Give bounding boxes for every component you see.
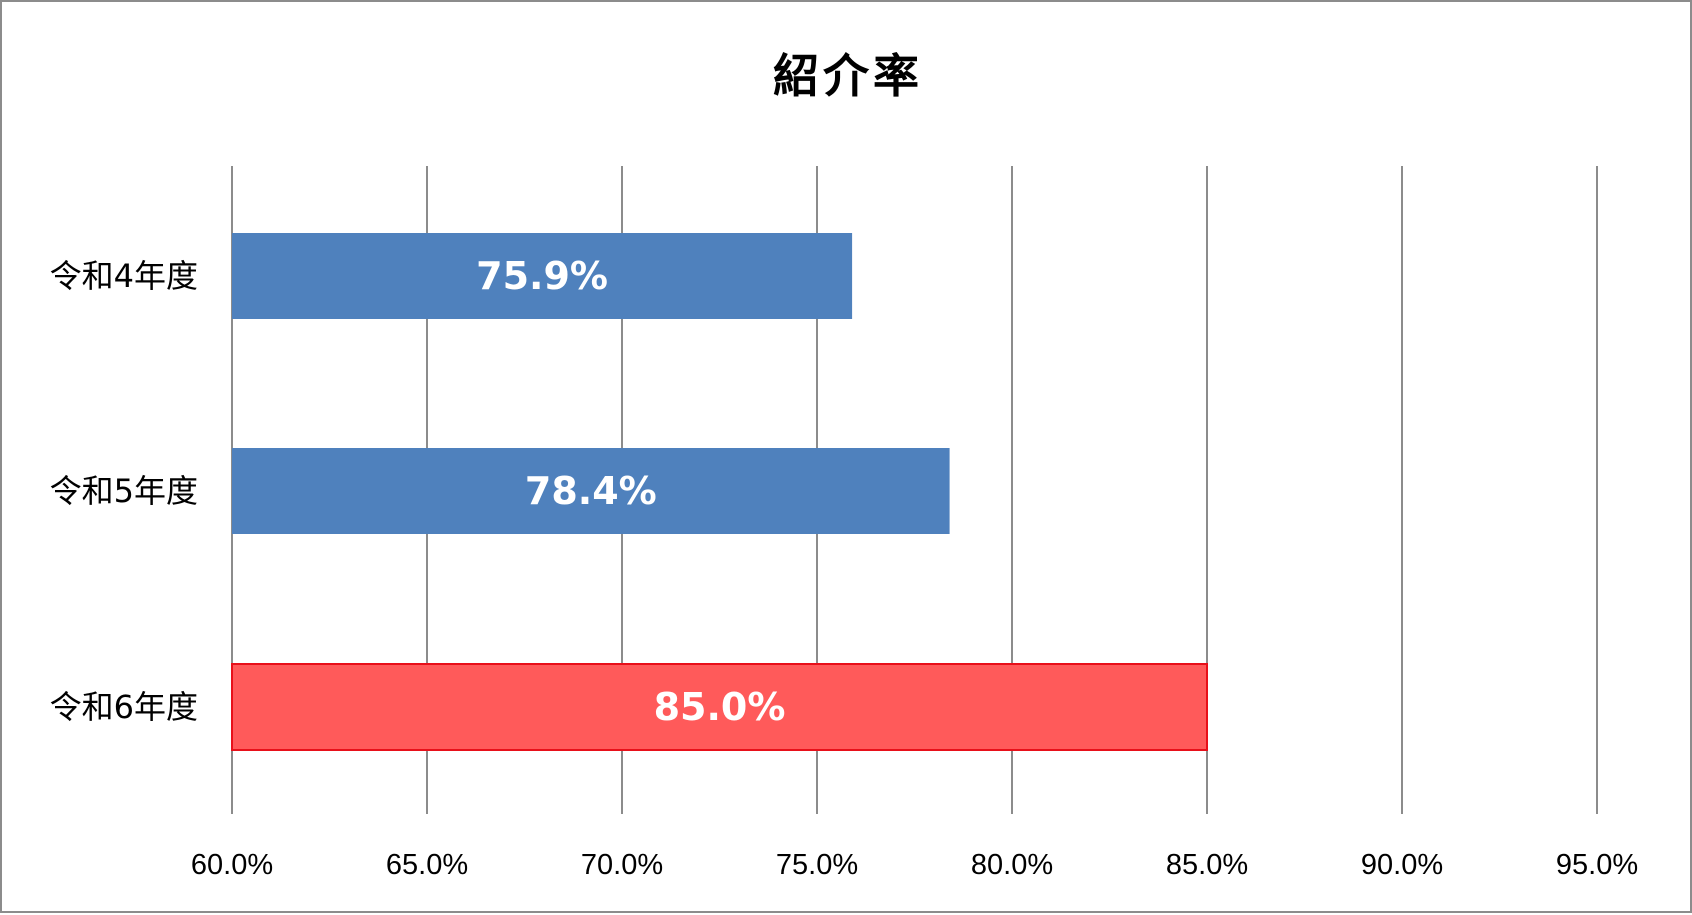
x-tick-label-3: 75.0%: [776, 849, 858, 881]
x-tick-label-4: 80.0%: [971, 849, 1053, 881]
x-tick-label-0: 60.0%: [191, 849, 273, 881]
x-tick-label-2: 70.0%: [581, 849, 663, 881]
bar-1: [232, 448, 950, 534]
category-label-1: 令和5年度: [50, 472, 198, 510]
x-tick-label-1: 65.0%: [386, 849, 468, 881]
data-label-1: 78.4%: [525, 469, 657, 513]
x-tick-label-5: 85.0%: [1166, 849, 1248, 881]
x-tick-label-6: 90.0%: [1361, 849, 1443, 881]
x-tick-label-7: 95.0%: [1556, 849, 1638, 881]
category-label-2: 令和6年度: [50, 688, 198, 726]
category-label-0: 令和4年度: [50, 257, 198, 295]
data-label-0: 75.9%: [476, 254, 608, 298]
bar-0: [232, 233, 853, 319]
chart-title: 紹介率: [773, 49, 923, 103]
bar-2: [231, 663, 1208, 751]
data-label-2: 85.0%: [654, 685, 786, 729]
